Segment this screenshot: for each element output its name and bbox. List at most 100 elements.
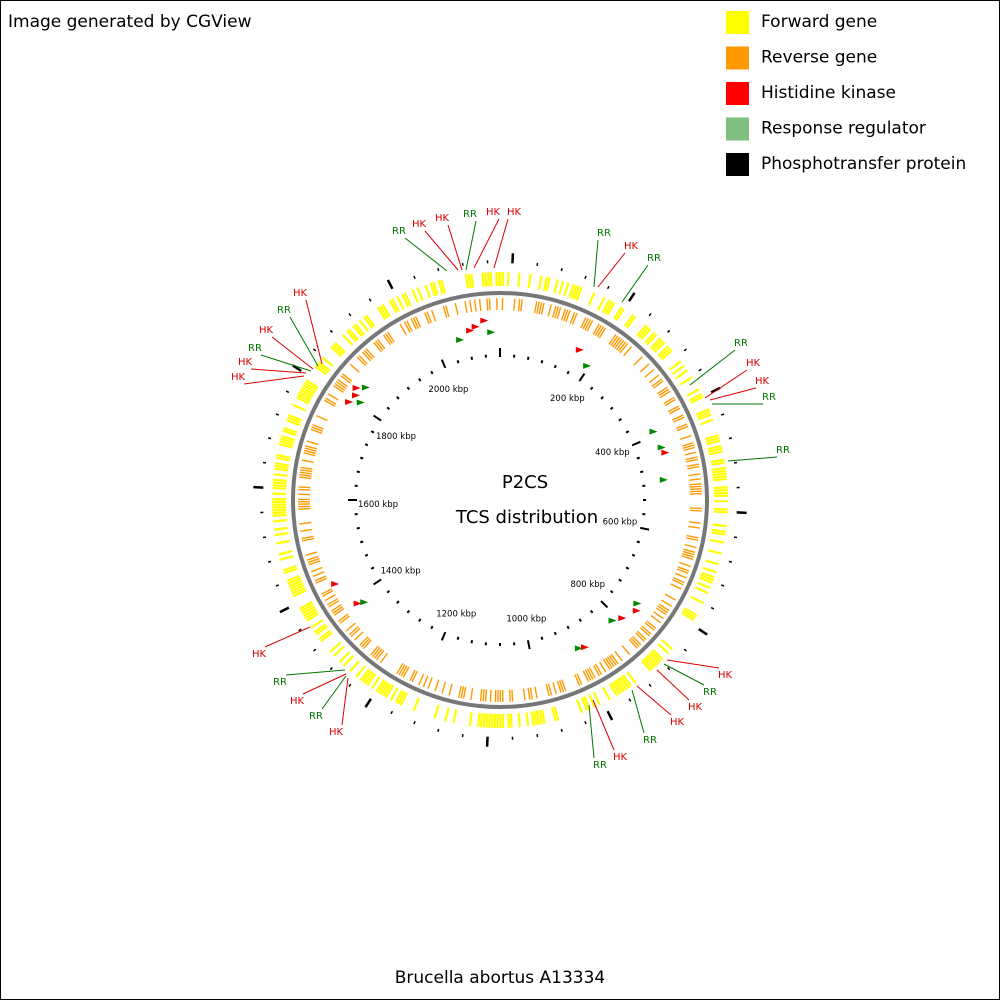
forward-gene: [696, 410, 711, 419]
feature-leader: [592, 699, 615, 751]
forward-gene: [342, 654, 355, 667]
reverse-gene: [316, 414, 328, 422]
forward-gene: [712, 475, 727, 479]
reverse-gene: [571, 312, 578, 325]
forward-gene: [681, 611, 695, 622]
feature-label: HK: [670, 717, 685, 728]
reverse-gene: [330, 604, 342, 612]
scale-tick: [526, 356, 530, 360]
forward-gene: [615, 307, 625, 321]
forward-gene: [592, 691, 601, 706]
forward-gene: [694, 586, 709, 595]
feature-label: RR: [277, 305, 291, 316]
reverse-gene: [338, 613, 349, 622]
forward-gene: [711, 466, 726, 471]
scale-tick: [631, 440, 641, 447]
reverse-gene: [644, 368, 655, 378]
forward-gene: [563, 282, 570, 297]
reverse-gene: [614, 650, 623, 662]
feature-label: HK: [746, 358, 761, 369]
reverse-gene: [365, 348, 375, 359]
forward-gene: [424, 284, 432, 299]
outer-tick: [390, 710, 394, 715]
reverse-gene: [658, 388, 670, 397]
forward-gene: [399, 692, 408, 706]
forward-gene: [713, 510, 728, 514]
forward-gene: [711, 531, 726, 536]
reverse-gene: [300, 466, 313, 470]
reverse-gene: [335, 380, 347, 390]
forward-gene: [292, 403, 307, 412]
forward-gene: [699, 418, 714, 426]
reverse-gene: [305, 445, 318, 450]
feature-leader: [341, 677, 349, 726]
forward-gene: [644, 656, 656, 669]
forward-gene: [401, 293, 410, 308]
outer-tick: [267, 560, 272, 563]
tcs-marker: [581, 644, 589, 651]
reverse-gene: [298, 486, 311, 489]
scale-label: 1400 kbp: [381, 566, 421, 576]
forward-gene: [274, 467, 289, 472]
reverse-gene: [576, 673, 583, 685]
reverse-gene: [333, 607, 345, 616]
outer-tick: [275, 413, 280, 416]
reverse-gene: [410, 318, 418, 330]
forward-gene: [365, 314, 376, 328]
reverse-gene: [396, 663, 404, 675]
reverse-gene: [409, 669, 416, 682]
reverse-gene: [679, 434, 692, 441]
forward-gene: [280, 434, 295, 441]
feature-label: RR: [643, 735, 657, 746]
reverse-gene: [688, 525, 701, 529]
forward-gene: [661, 639, 674, 651]
reverse-gene: [306, 440, 319, 446]
scale-tick: [440, 359, 447, 369]
scale-label: 1000 kbp: [506, 615, 546, 625]
reverse-gene: [448, 683, 453, 696]
reverse-gene: [584, 669, 592, 681]
forward-gene: [684, 607, 698, 617]
reverse-gene: [686, 537, 699, 541]
forward-gene: [604, 300, 613, 315]
forward-gene: [575, 286, 583, 301]
outer-tick: [253, 485, 264, 489]
forward-gene: [289, 582, 304, 590]
feature-label: RR: [597, 228, 611, 239]
reverse-gene: [454, 302, 459, 315]
reverse-gene: [486, 298, 489, 311]
forward-gene: [280, 437, 295, 444]
reverse-gene: [345, 622, 356, 632]
reverse-gene: [478, 298, 482, 312]
reverse-gene: [686, 463, 699, 468]
forward-gene: [272, 513, 287, 518]
forward-gene: [708, 450, 724, 456]
forward-gene: [272, 484, 287, 488]
reverse-gene: [333, 385, 344, 393]
feature-label: RR: [248, 343, 262, 354]
forward-gene: [306, 612, 320, 622]
forward-gene: [301, 605, 316, 615]
reverse-gene: [442, 305, 448, 318]
outer-tick: [648, 683, 652, 687]
forward-gene: [707, 444, 722, 451]
forward-gene: [330, 346, 343, 358]
feature-leader: [727, 456, 778, 462]
outer-tick: [313, 348, 317, 352]
forward-gene: [304, 610, 318, 620]
reverse-gene: [299, 476, 312, 480]
forward-gene: [274, 464, 289, 470]
forward-gene: [341, 334, 354, 346]
outer-tick: [683, 348, 687, 352]
scale-label: 200 kbp: [550, 394, 585, 404]
scale-tick: [359, 540, 364, 544]
forward-gene: [321, 356, 334, 368]
reverse-gene: [565, 310, 571, 323]
feature-label: HK: [238, 357, 253, 368]
forward-gene: [601, 299, 611, 313]
forward-gene: [440, 279, 447, 294]
forward-gene: [527, 273, 532, 289]
forward-gene: [576, 699, 584, 714]
scale-tick: [356, 526, 360, 530]
forward-gene: [452, 709, 458, 724]
